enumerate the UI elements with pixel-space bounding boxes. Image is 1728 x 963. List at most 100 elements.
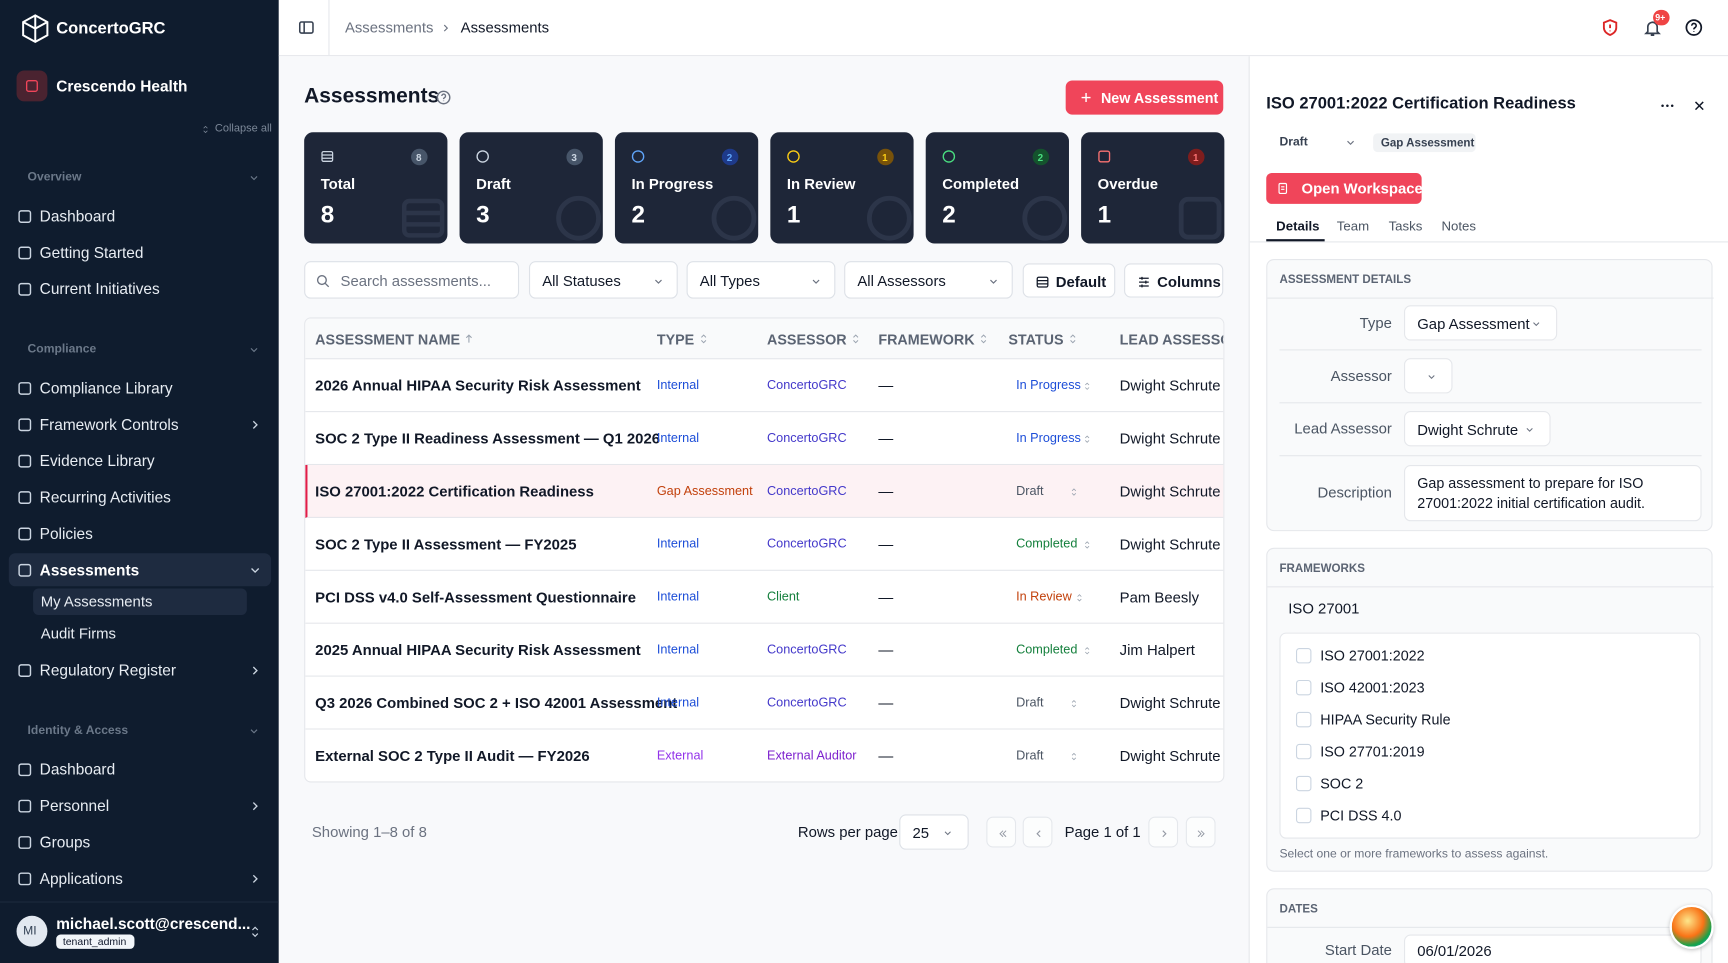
search-input[interactable]: Search assessments...	[304, 261, 520, 299]
table-row[interactable]: 2025 Annual HIPAA Security Risk Assessme…	[305, 624, 1224, 677]
notification-badge[interactable]: 9+	[1653, 9, 1670, 26]
table-row[interactable]: 2026 Annual HIPAA Security Risk Assessme…	[305, 359, 1224, 413]
nav-item[interactable]: Recurring Activities	[39, 488, 171, 506]
stat-card[interactable]: 1 Overdue 1	[1081, 132, 1225, 244]
cell-status[interactable]: Completed	[1016, 643, 1078, 657]
nav-item[interactable]: Regulatory Register	[39, 661, 177, 679]
stat-card[interactable]: 1 In Review 1	[770, 132, 914, 244]
framework-checkbox[interactable]	[1295, 679, 1312, 696]
cell-type: Internal	[656, 590, 700, 604]
toolbar-button[interactable]: Columns	[1124, 263, 1224, 298]
field-select[interactable]: Dwight Schrute	[1403, 411, 1551, 447]
framework-option[interactable]: ISO 42001:2023	[1320, 679, 1425, 696]
cell-lead: Dwight Schrute	[1119, 694, 1221, 712]
nav-item[interactable]: Current Initiatives	[39, 279, 160, 298]
table-row[interactable]: External SOC 2 Type II Audit — FY2026 Ext…	[305, 730, 1223, 782]
framework-option[interactable]: ISO 27701:2019	[1320, 743, 1425, 760]
cell-status[interactable]: Completed	[1016, 537, 1078, 552]
framework-checkbox[interactable]	[1295, 807, 1312, 824]
toolbar-button-label: Default	[1055, 273, 1107, 290]
breadcrumb-sep	[443, 24, 448, 31]
nav-item[interactable]: Applications	[39, 869, 123, 888]
breadcrumb-link[interactable]: Assessments	[344, 19, 434, 36]
nav-item[interactable]: Dashboard	[39, 207, 116, 225]
framework-option[interactable]: HIPAA Security Rule	[1320, 711, 1451, 728]
filter-select[interactable]: All Statuses	[528, 261, 678, 299]
nav-item[interactable]: Evidence Library	[39, 451, 155, 470]
column-header[interactable]: STATUS	[1008, 330, 1064, 348]
stat-card[interactable]: 2 In Progress 2	[614, 132, 759, 244]
filter-select[interactable]: All Assessors	[844, 261, 1013, 299]
column-header[interactable]: ASSESSMENT NAME	[315, 330, 461, 348]
stat-card[interactable]: 2 Completed 2	[925, 132, 1069, 244]
tab[interactable]: Tasks	[1388, 218, 1423, 234]
column-header[interactable]: FRAMEWORK	[878, 330, 975, 348]
assistant-avatar[interactable]	[1669, 904, 1714, 949]
nav-item[interactable]: Groups	[39, 833, 91, 851]
cell-assessor[interactable]: Client	[767, 590, 800, 604]
page-button[interactable]	[1185, 816, 1216, 848]
tab[interactable]: Notes	[1441, 218, 1477, 234]
framework-checkbox[interactable]	[1295, 743, 1312, 760]
nav-item[interactable]: Personnel	[39, 796, 110, 815]
cell-status[interactable]: In Progress	[1016, 379, 1081, 393]
page-button[interactable]	[1022, 816, 1053, 848]
cell-status[interactable]: Draft	[1016, 484, 1044, 499]
nav-item[interactable]: Framework Controls	[39, 415, 179, 434]
cell-assessor[interactable]: External Auditor	[767, 749, 857, 763]
page-button[interactable]	[1148, 816, 1179, 848]
nav-item[interactable]: Dashboard	[39, 760, 116, 779]
status-chevron	[1071, 487, 1076, 496]
stat-card-icon-shape	[321, 151, 334, 162]
cell-assessor[interactable]: ConcertoGRC	[767, 431, 847, 446]
framework-checkbox[interactable]	[1295, 711, 1312, 728]
stat-card[interactable]: 3 Draft 3	[459, 132, 603, 244]
cell-status[interactable]: In Progress	[1016, 431, 1081, 446]
user-initials: MI	[23, 924, 37, 938]
subnav-item[interactable]: Audit Firms	[40, 625, 117, 642]
cell-assessor[interactable]: ConcertoGRC	[767, 537, 847, 552]
cell-status[interactable]: Draft	[1016, 749, 1044, 763]
framework-checkbox[interactable]	[1295, 647, 1312, 664]
cell-assessor[interactable]: ConcertoGRC	[767, 484, 847, 499]
framework-search[interactable]: ISO 27001	[1288, 600, 1360, 617]
collapse-all[interactable]: Collapse all	[214, 122, 272, 135]
table-row[interactable]: SOC 2 Type II Readiness Assessment — Q1 …	[305, 412, 1224, 466]
cell-assessor[interactable]: ConcertoGRC	[767, 696, 847, 710]
column-header[interactable]: LEAD ASSESSOR	[1119, 330, 1224, 348]
tab[interactable]: Details	[1276, 218, 1320, 234]
nav-item[interactable]: Getting Started	[39, 243, 144, 262]
framework-checkbox[interactable]	[1295, 775, 1312, 792]
table-row[interactable]: ISO 27001:2022 Certification Readiness Ga…	[305, 465, 1224, 518]
field-select[interactable]	[1403, 358, 1453, 394]
cell-status[interactable]: Draft	[1016, 696, 1044, 710]
table-row[interactable]: SOC 2 Type II Assessment — FY2025 Interna…	[305, 518, 1224, 571]
cell-assessor[interactable]: ConcertoGRC	[767, 643, 847, 657]
table-row[interactable]: PCI DSS v4.0 Self-Assessment Questionnai…	[305, 571, 1224, 624]
table-header: ASSESSMENT NAME TYPE ASSESSOR FRAMEWORK STAT…	[305, 318, 1224, 360]
stat-card[interactable]: 8 Total 8	[304, 132, 448, 244]
toolbar-button[interactable]: Default	[1022, 263, 1116, 298]
panel-status[interactable]: Draft	[1279, 135, 1308, 149]
subnav-item[interactable]: My Assessments	[40, 593, 153, 610]
nav-item[interactable]: Policies	[39, 524, 93, 543]
new-button[interactable]: New Assessment	[1065, 80, 1224, 115]
field-select[interactable]: Gap Assessment	[1403, 305, 1558, 341]
column-header[interactable]: TYPE	[656, 330, 695, 348]
framework-option[interactable]: ISO 27001:2022	[1320, 647, 1425, 664]
cell-assessor[interactable]: ConcertoGRC	[767, 379, 847, 393]
table-row[interactable]: Q3 2026 Combined SOC 2 + ISO 42001 Asses…	[305, 677, 1224, 730]
field-textarea[interactable]: Gap assessment to prepare for ISO 27001:…	[1403, 465, 1702, 522]
column-header[interactable]: ASSESSOR	[767, 330, 847, 348]
nav-item[interactable]: Assessments	[39, 560, 140, 579]
framework-option[interactable]: SOC 2	[1320, 775, 1364, 792]
page-button[interactable]	[986, 816, 1017, 848]
cell-status[interactable]: In Review	[1016, 590, 1072, 604]
nav-item[interactable]: Compliance Library	[39, 379, 173, 397]
rows-select[interactable]: 25	[899, 814, 969, 850]
open-workspace[interactable]: Open Workspace	[1266, 173, 1423, 204]
filter-select[interactable]: All Types	[686, 261, 836, 299]
tab[interactable]: Team	[1336, 218, 1370, 234]
date-input[interactable]: 06/01/2026	[1403, 934, 1702, 963]
framework-option[interactable]: PCI DSS 4.0	[1320, 807, 1402, 824]
